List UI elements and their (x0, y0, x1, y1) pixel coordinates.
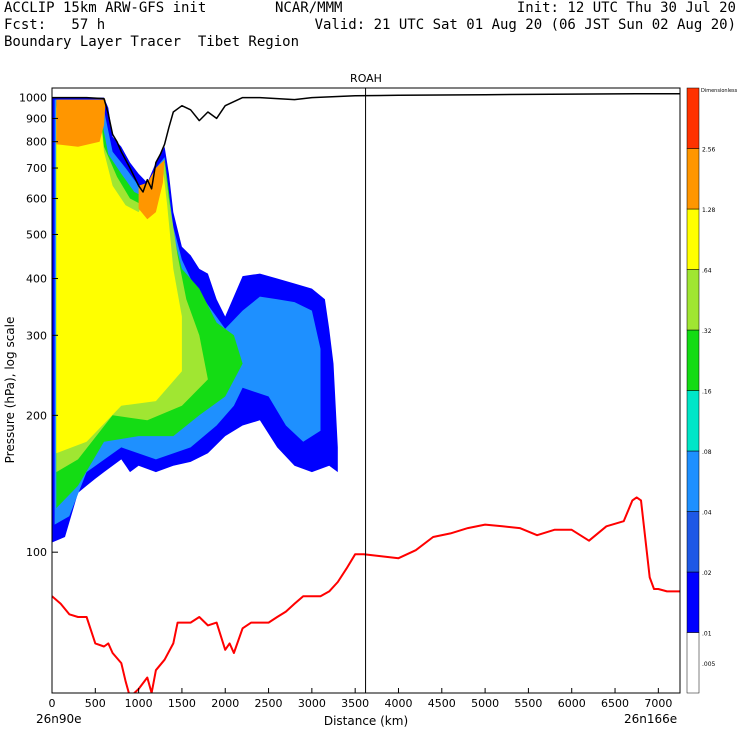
x-label-left-endpoint: 26n90e (36, 712, 82, 726)
x-tick-label: 4000 (384, 697, 412, 710)
x-tick-label: 500 (85, 697, 106, 710)
colorbar-level-label: .02 (702, 570, 712, 577)
x-label-right-endpoint: 26n166e (624, 712, 677, 726)
colorbar-level-label: .08 (702, 449, 712, 456)
y-axis-label: Pressure (hPa), log scale (3, 317, 17, 464)
x-tick-label: 5000 (471, 697, 499, 710)
colorbar-title: Dimensionless (701, 88, 738, 94)
header-line1-center: NCAR/MMM (275, 0, 343, 16)
tropopause-line (52, 496, 680, 693)
x-tick-label: 2500 (255, 697, 283, 710)
plot-frame (51, 87, 681, 694)
colorbar-swatch (686, 450, 700, 512)
x-tick-label: 6000 (558, 697, 586, 710)
y-tick-label: 200 (26, 409, 47, 422)
colorbar-swatch (686, 390, 700, 452)
colorbar-level-label: .005 (702, 661, 716, 668)
colorbar: .005 .01 .02 .04 .08 .16 .32 .64 1.28 2.56 Dimensi… (686, 87, 738, 694)
colorbar-swatch (686, 329, 700, 391)
y-tick-label: 600 (26, 192, 47, 205)
x-tick-label: 1500 (168, 697, 196, 710)
profile-lines (52, 92, 680, 693)
y-tick-label: 900 (26, 112, 47, 125)
colorbar-level-label: 2.56 (702, 147, 716, 154)
colorbar-swatch (686, 632, 700, 694)
colorbar-swatch (686, 87, 700, 149)
header-line3-left: Boundary Layer Tracer Tibet Region (4, 34, 300, 50)
y-tick-label: 400 (26, 273, 47, 286)
x-axis-ticks: 0 500 1000 1500 2000 2500 3000 3500 4000 4500 5000… (49, 688, 672, 710)
header-line1-right: Init: 12 UTC Thu 30 Jul 20 (516, 0, 736, 16)
x-tick-label: 2000 (211, 697, 239, 710)
header-line2-right: Valid: 21 UTC Sat 01 Aug 20 (06 JST Sun … (314, 17, 736, 33)
colorbar-swatch (686, 571, 700, 633)
colorbar-swatch (686, 208, 700, 270)
colorbar-level-label: .16 (702, 389, 712, 396)
y-tick-label: 100 (26, 546, 47, 559)
colorbar-level-label: .32 (702, 328, 712, 335)
x-tick-label: 4500 (428, 697, 456, 710)
chart-title: ROAH (350, 72, 382, 85)
colorbar-swatch (686, 148, 700, 210)
colorbar-level-label: 1.28 (702, 207, 716, 214)
tracer-field-5 (56, 99, 106, 147)
x-tick-label: 6500 (601, 697, 629, 710)
colorbar-level-label: .04 (702, 510, 712, 517)
y-tick-label: 800 (26, 136, 47, 149)
y-tick-label: 1000 (19, 92, 47, 105)
y-axis-ticks: 100 200 300 400 500 600 700 800 900 1000 (19, 92, 58, 559)
x-tick-label: 3500 (341, 697, 369, 710)
terrain-line (52, 92, 680, 193)
x-tick-label: 5500 (514, 697, 542, 710)
y-tick-label: 700 (26, 162, 47, 175)
x-tick-label: 3000 (298, 697, 326, 710)
x-tick-label: 1000 (125, 697, 153, 710)
header-line2-left: Fcst: 57 h (4, 17, 106, 33)
colorbar-swatch (686, 269, 700, 331)
x-tick-label: 7000 (644, 697, 672, 710)
tracer-fields (52, 97, 338, 543)
colorbar-swatch (686, 511, 700, 573)
header-line1-left: ACCLIP 15km ARW-GFS init (4, 0, 207, 16)
x-axis-label: Distance (km) (324, 714, 408, 728)
colorbar-level-label: .01 (702, 631, 712, 638)
x-tick-label: 0 (49, 697, 56, 710)
y-tick-label: 300 (26, 329, 47, 342)
colorbar-level-label: .64 (702, 268, 712, 275)
y-tick-label: 500 (26, 228, 47, 241)
